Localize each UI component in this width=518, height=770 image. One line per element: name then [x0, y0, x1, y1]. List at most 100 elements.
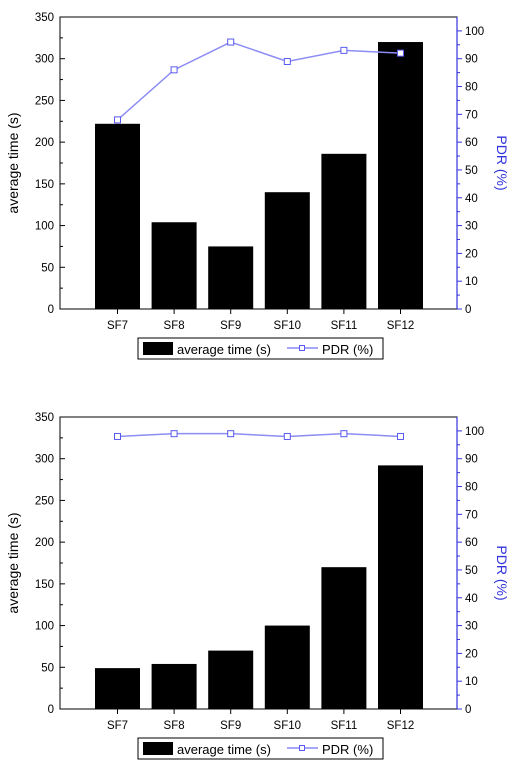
bar-sf11: [321, 567, 367, 709]
pdr-point-sf10: [283, 57, 291, 65]
legend-bar-swatch: [143, 742, 173, 755]
pdr-point-sf12: [397, 432, 404, 440]
left-axis-ticks: 0 50 100 150 200 250 300 350: [35, 412, 65, 716]
bar-group: [95, 465, 423, 709]
x-tick-label-sf9: SF9: [220, 320, 241, 332]
left-tick-label: 50: [41, 262, 54, 274]
x-tick-label-sf11: SF11: [331, 720, 358, 732]
right-axis-ticks: 0 10 20 30 40 50 60 70 80 90 100: [456, 17, 484, 316]
bar-sf9: [208, 246, 254, 309]
left-tick-label: 0: [48, 304, 54, 316]
bar-sf11: [321, 153, 367, 309]
right-tick-label: 20: [465, 248, 478, 260]
left-axis-ticks: 0 50 100 150 200 250 300 350: [35, 12, 65, 316]
right-tick-label: 80: [465, 82, 478, 94]
left-tick-label: 200: [35, 537, 54, 549]
right-tick-label: 90: [465, 54, 478, 66]
pdr-line-group: [114, 38, 404, 124]
y2-axis-label: PDR (%): [494, 135, 510, 190]
y-axis-label: average time (s): [5, 512, 21, 613]
right-tick-label: 20: [465, 648, 478, 660]
x-tick-label-sf8: SF8: [164, 720, 185, 732]
right-tick-label: 50: [465, 165, 478, 177]
bar-sf9: [208, 650, 254, 709]
legend-box: [137, 337, 384, 360]
pdr-point-sf11: [340, 46, 348, 54]
x-tick-label-sf7: SF7: [107, 320, 128, 332]
right-tick-label: 80: [465, 482, 478, 494]
right-tick-label: 100: [465, 426, 484, 438]
right-tick-label: 50: [465, 565, 478, 577]
right-tick-label: 60: [465, 537, 478, 549]
legend-line-label: PDR (%): [322, 342, 373, 357]
bar-sf10: [264, 625, 310, 709]
bar-sf8: [151, 663, 197, 709]
legend-box: [137, 737, 384, 760]
left-tick-label: 150: [35, 179, 54, 191]
pdr-point-sf8: [170, 430, 178, 438]
pdr-point-sf8: [170, 66, 178, 74]
right-tick-label: 10: [465, 676, 478, 688]
pdr-series-line: [117, 41, 401, 121]
right-tick-label: 10: [465, 276, 478, 288]
x-tick-label-sf10: SF10: [274, 320, 302, 332]
left-tick-label: 300: [35, 54, 54, 66]
right-tick-label: 40: [465, 593, 478, 605]
x-tick-label-sf8: SF8: [164, 320, 185, 332]
legend-line-marker: [299, 345, 305, 351]
left-tick-label: 0: [48, 704, 54, 716]
bar-sf7: [95, 123, 140, 309]
right-tick-label: 60: [465, 137, 478, 149]
x-tick-label-sf11: SF11: [331, 320, 358, 332]
left-tick-label: 100: [35, 221, 54, 233]
right-tick-label: 40: [465, 193, 478, 205]
x-tick-label-sf12: SF12: [387, 720, 415, 732]
left-tick-label: 150: [35, 579, 54, 591]
right-tick-label: 30: [465, 221, 478, 233]
legend-line-label: PDR (%): [322, 742, 373, 757]
bar-sf10: [264, 192, 310, 309]
bar-sf8: [151, 222, 197, 309]
right-tick-label: 0: [465, 304, 471, 316]
pdr-point-sf7: [114, 116, 121, 124]
bar-sf12: [378, 465, 423, 709]
x-tick-label-sf7: SF7: [107, 720, 128, 732]
right-tick-label: 70: [465, 509, 478, 521]
x-axis-ticks: SF7 SF8 SF9 SF10 SF11 SF12: [107, 709, 414, 732]
left-tick-label: 250: [35, 495, 54, 507]
left-tick-label: 300: [35, 454, 54, 466]
pdr-point-sf12: [397, 49, 404, 57]
bar-group: [95, 42, 423, 310]
right-tick-label: 30: [465, 621, 478, 633]
bar-sf7: [95, 668, 140, 709]
right-tick-label: 90: [465, 454, 478, 466]
left-tick-label: 350: [35, 412, 54, 424]
legend-bar-label: average time (s): [177, 742, 271, 757]
legend: average time (s) PDR (%): [137, 737, 384, 760]
chart-bottom: 0 50 100 150 200 250 300 350 0 10 20 30 40 50 60 70 80 9…: [5, 412, 510, 760]
pdr-point-sf10: [283, 432, 291, 440]
x-tick-label-sf10: SF10: [274, 720, 302, 732]
pdr-point-sf9: [227, 430, 235, 438]
x-axis-ticks: SF7 SF8 SF9 SF10 SF11 SF12: [107, 309, 414, 332]
left-tick-label: 100: [35, 621, 54, 633]
y-axis-label: average time (s): [5, 112, 21, 213]
right-tick-label: 0: [465, 704, 471, 716]
legend-bar-label: average time (s): [177, 342, 271, 357]
pdr-line-group: [114, 430, 404, 440]
bar-sf12: [378, 42, 423, 310]
y2-axis-label: PDR (%): [494, 545, 510, 600]
chart-top: 0 50 100 150 200 250 300 350 0 10 20 30 40 50 60 70 80 9…: [5, 12, 510, 360]
left-tick-label: 350: [35, 12, 54, 24]
left-tick-label: 50: [41, 662, 54, 674]
right-axis-ticks: 0 10 20 30 40 50 60 70 80 90 100: [456, 417, 484, 716]
legend-line-marker: [299, 745, 305, 751]
x-tick-label-sf12: SF12: [387, 320, 415, 332]
right-tick-label: 100: [465, 26, 484, 38]
legend-bar-swatch: [143, 342, 173, 355]
pdr-point-sf11: [340, 430, 348, 438]
pdr-point-sf9: [227, 38, 235, 46]
right-tick-label: 70: [465, 109, 478, 121]
left-tick-label: 250: [35, 95, 54, 107]
